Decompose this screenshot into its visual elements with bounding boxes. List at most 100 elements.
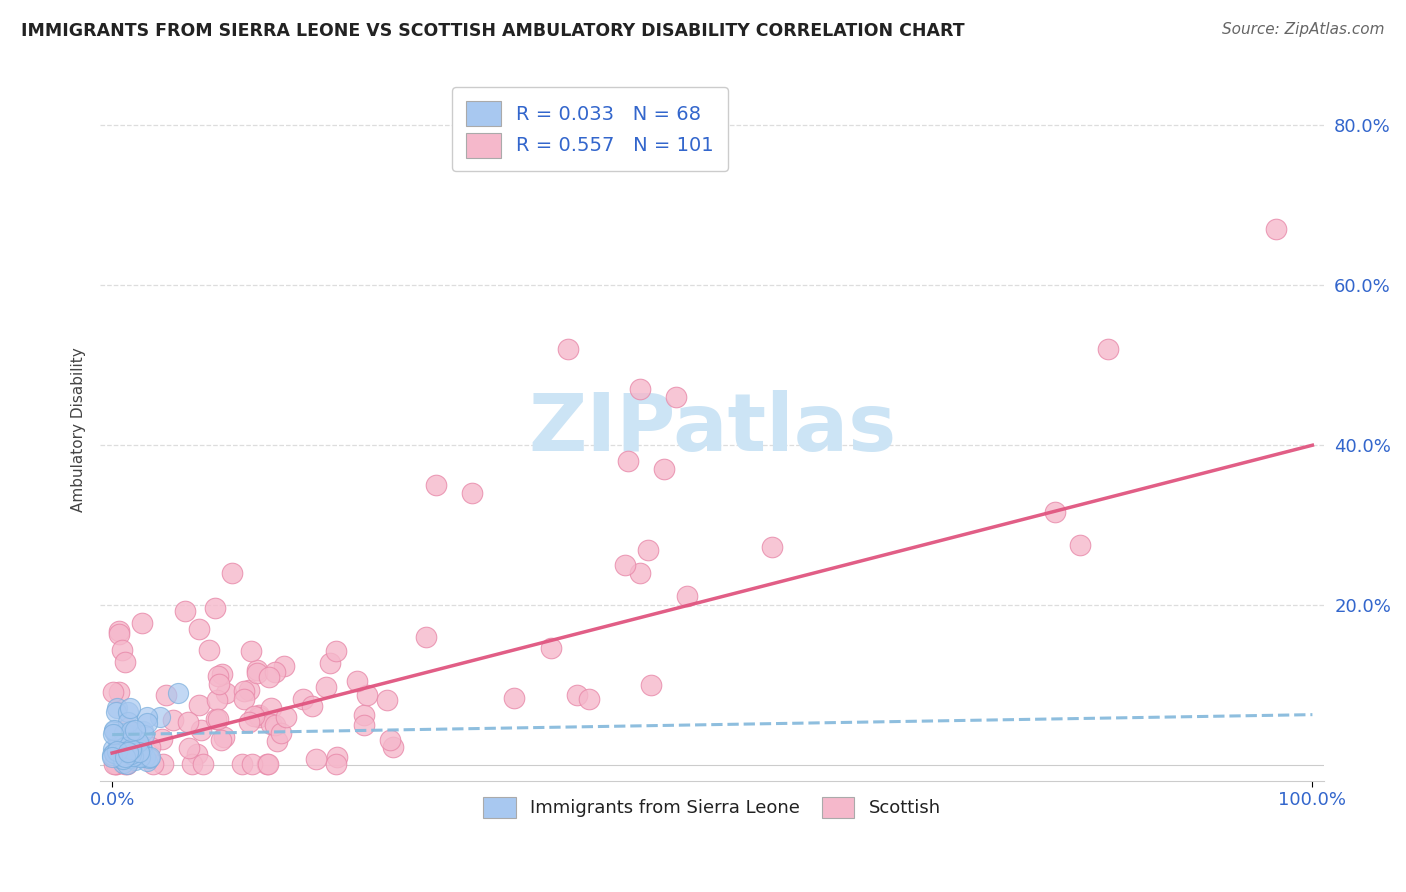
Point bbox=[188, 698, 211, 712]
Point bbox=[378, 732, 401, 747]
Point bbox=[211, 666, 233, 681]
Point bbox=[138, 739, 160, 754]
Point bbox=[108, 743, 131, 757]
Point bbox=[637, 542, 659, 557]
Point bbox=[190, 723, 212, 737]
Point bbox=[104, 757, 127, 772]
Point bbox=[101, 727, 124, 741]
Point bbox=[134, 750, 156, 764]
Legend: Immigrants from Sierra Leone, Scottish: Immigrants from Sierra Leone, Scottish bbox=[477, 789, 948, 825]
Point bbox=[111, 642, 134, 657]
Point bbox=[204, 601, 226, 615]
Point bbox=[114, 740, 136, 755]
Point bbox=[628, 382, 651, 396]
Point bbox=[120, 734, 142, 748]
Point bbox=[212, 731, 235, 745]
Point bbox=[256, 757, 278, 772]
Point bbox=[131, 739, 153, 754]
Point bbox=[567, 689, 589, 703]
Point bbox=[111, 741, 134, 756]
Point bbox=[104, 748, 127, 763]
Point bbox=[247, 707, 270, 722]
Point bbox=[103, 746, 125, 760]
Point bbox=[124, 723, 146, 737]
Point bbox=[129, 750, 152, 764]
Point bbox=[114, 757, 136, 772]
Point bbox=[319, 656, 342, 670]
Point bbox=[1069, 538, 1091, 552]
Point bbox=[315, 680, 337, 694]
Point bbox=[127, 747, 149, 761]
Point bbox=[665, 390, 688, 404]
Point bbox=[266, 734, 288, 748]
Point bbox=[233, 683, 256, 698]
Point bbox=[260, 717, 283, 731]
Point bbox=[101, 750, 124, 764]
Point bbox=[540, 640, 562, 655]
Point bbox=[105, 744, 128, 758]
Point bbox=[115, 742, 138, 756]
Point bbox=[103, 723, 125, 737]
Point bbox=[162, 713, 184, 727]
Point bbox=[114, 728, 136, 742]
Point bbox=[375, 693, 398, 707]
Point bbox=[122, 749, 145, 764]
Point bbox=[103, 742, 125, 756]
Point bbox=[110, 752, 132, 766]
Point bbox=[117, 745, 139, 759]
Point bbox=[257, 670, 280, 684]
Point bbox=[628, 566, 651, 580]
Point bbox=[107, 747, 129, 762]
Point bbox=[114, 655, 136, 669]
Point bbox=[305, 752, 328, 766]
Point bbox=[207, 712, 229, 726]
Y-axis label: Ambulatory Disability: Ambulatory Disability bbox=[72, 347, 86, 512]
Point bbox=[118, 751, 141, 765]
Point bbox=[207, 669, 229, 683]
Point bbox=[110, 739, 132, 754]
Point bbox=[652, 462, 675, 476]
Point bbox=[112, 736, 135, 750]
Point bbox=[346, 673, 368, 688]
Point bbox=[247, 710, 270, 724]
Point bbox=[204, 712, 226, 726]
Point bbox=[121, 743, 143, 757]
Point bbox=[111, 731, 134, 745]
Text: ZIPatlas: ZIPatlas bbox=[529, 390, 897, 468]
Point bbox=[105, 746, 128, 760]
Point bbox=[325, 644, 347, 658]
Point bbox=[177, 741, 200, 756]
Point bbox=[761, 541, 783, 555]
Point bbox=[578, 691, 600, 706]
Point bbox=[131, 742, 153, 756]
Point bbox=[103, 723, 125, 738]
Point bbox=[103, 757, 125, 772]
Point bbox=[108, 624, 131, 639]
Point bbox=[425, 478, 447, 492]
Point bbox=[292, 691, 315, 706]
Point bbox=[221, 566, 243, 581]
Point bbox=[128, 746, 150, 760]
Point bbox=[356, 688, 378, 702]
Point bbox=[101, 748, 124, 763]
Point bbox=[353, 708, 375, 723]
Text: IMMIGRANTS FROM SIERRA LEONE VS SCOTTISH AMBULATORY DISABILITY CORRELATION CHART: IMMIGRANTS FROM SIERRA LEONE VS SCOTTISH… bbox=[21, 22, 965, 40]
Point bbox=[105, 727, 128, 741]
Text: Source: ZipAtlas.com: Source: ZipAtlas.com bbox=[1222, 22, 1385, 37]
Point bbox=[382, 739, 405, 754]
Point bbox=[117, 722, 139, 736]
Point bbox=[105, 701, 128, 715]
Point bbox=[103, 685, 125, 699]
Point bbox=[125, 741, 148, 756]
Point bbox=[215, 686, 238, 700]
Point bbox=[246, 663, 269, 677]
Point bbox=[325, 757, 347, 772]
Point bbox=[181, 757, 204, 772]
Point bbox=[167, 686, 190, 700]
Point bbox=[503, 691, 526, 706]
Point bbox=[131, 615, 153, 630]
Point bbox=[676, 589, 699, 603]
Point bbox=[114, 749, 136, 764]
Point bbox=[186, 747, 208, 762]
Point bbox=[211, 733, 233, 747]
